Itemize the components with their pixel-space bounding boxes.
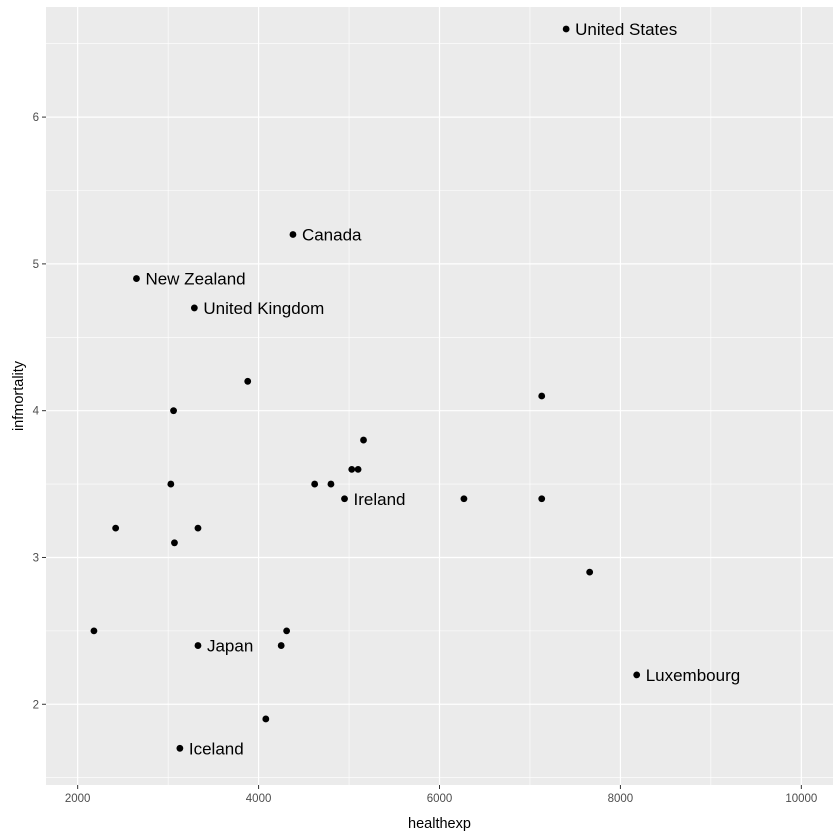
x-tick-label: 10000 (785, 793, 817, 805)
point-label: Ireland (354, 490, 406, 509)
data-point (283, 627, 291, 635)
data-point (354, 465, 362, 473)
point-label: Canada (302, 226, 362, 245)
data-point (562, 25, 570, 33)
data-point (289, 231, 297, 238)
data-point (311, 480, 319, 488)
point-label: United Kingdom (203, 299, 324, 318)
data-point (327, 480, 335, 488)
point-label: Luxembourg (646, 666, 741, 685)
y-tick-label: 6 (33, 112, 39, 124)
x-axis-ticks: 2000 4000 6000 8000 10000 (65, 785, 817, 805)
data-point (133, 275, 140, 282)
data-point (538, 392, 546, 400)
point-label: United States (575, 20, 677, 39)
data-point (167, 480, 175, 488)
y-axis-ticks: 2 3 4 5 6 (33, 112, 46, 711)
data-point (538, 495, 546, 503)
x-tick-label: 6000 (427, 793, 453, 805)
point-label: Japan (207, 637, 253, 656)
data-point (586, 568, 594, 576)
data-point (341, 495, 348, 503)
data-point (171, 539, 178, 547)
x-axis-title: healthexp (408, 816, 471, 832)
point-label: New Zealand (145, 270, 245, 289)
data-point (633, 671, 641, 679)
data-point (262, 715, 270, 723)
data-point (360, 436, 367, 444)
data-point (190, 304, 198, 312)
data-points (90, 25, 641, 752)
y-tick-label: 2 (33, 699, 39, 711)
point-label: Iceland (189, 739, 244, 758)
data-point (170, 407, 177, 415)
data-point (348, 465, 356, 473)
data-point (112, 524, 120, 532)
data-point (460, 495, 468, 503)
data-point (176, 744, 184, 752)
data-point (90, 627, 98, 635)
y-tick-label: 3 (33, 552, 39, 564)
data-point (194, 642, 202, 649)
y-tick-label: 4 (33, 406, 40, 418)
x-tick-label: 8000 (608, 793, 634, 805)
data-point (244, 377, 252, 385)
major-gridlines (46, 7, 833, 785)
x-tick-label: 4000 (246, 793, 272, 805)
y-tick-label: 5 (33, 259, 39, 271)
point-labels: United States Canada New Zealand United Kin… (145, 20, 740, 758)
data-point (194, 524, 202, 532)
data-point (277, 642, 285, 649)
y-axis-title: infmortality (11, 360, 27, 431)
x-tick-label: 2000 (65, 793, 91, 805)
